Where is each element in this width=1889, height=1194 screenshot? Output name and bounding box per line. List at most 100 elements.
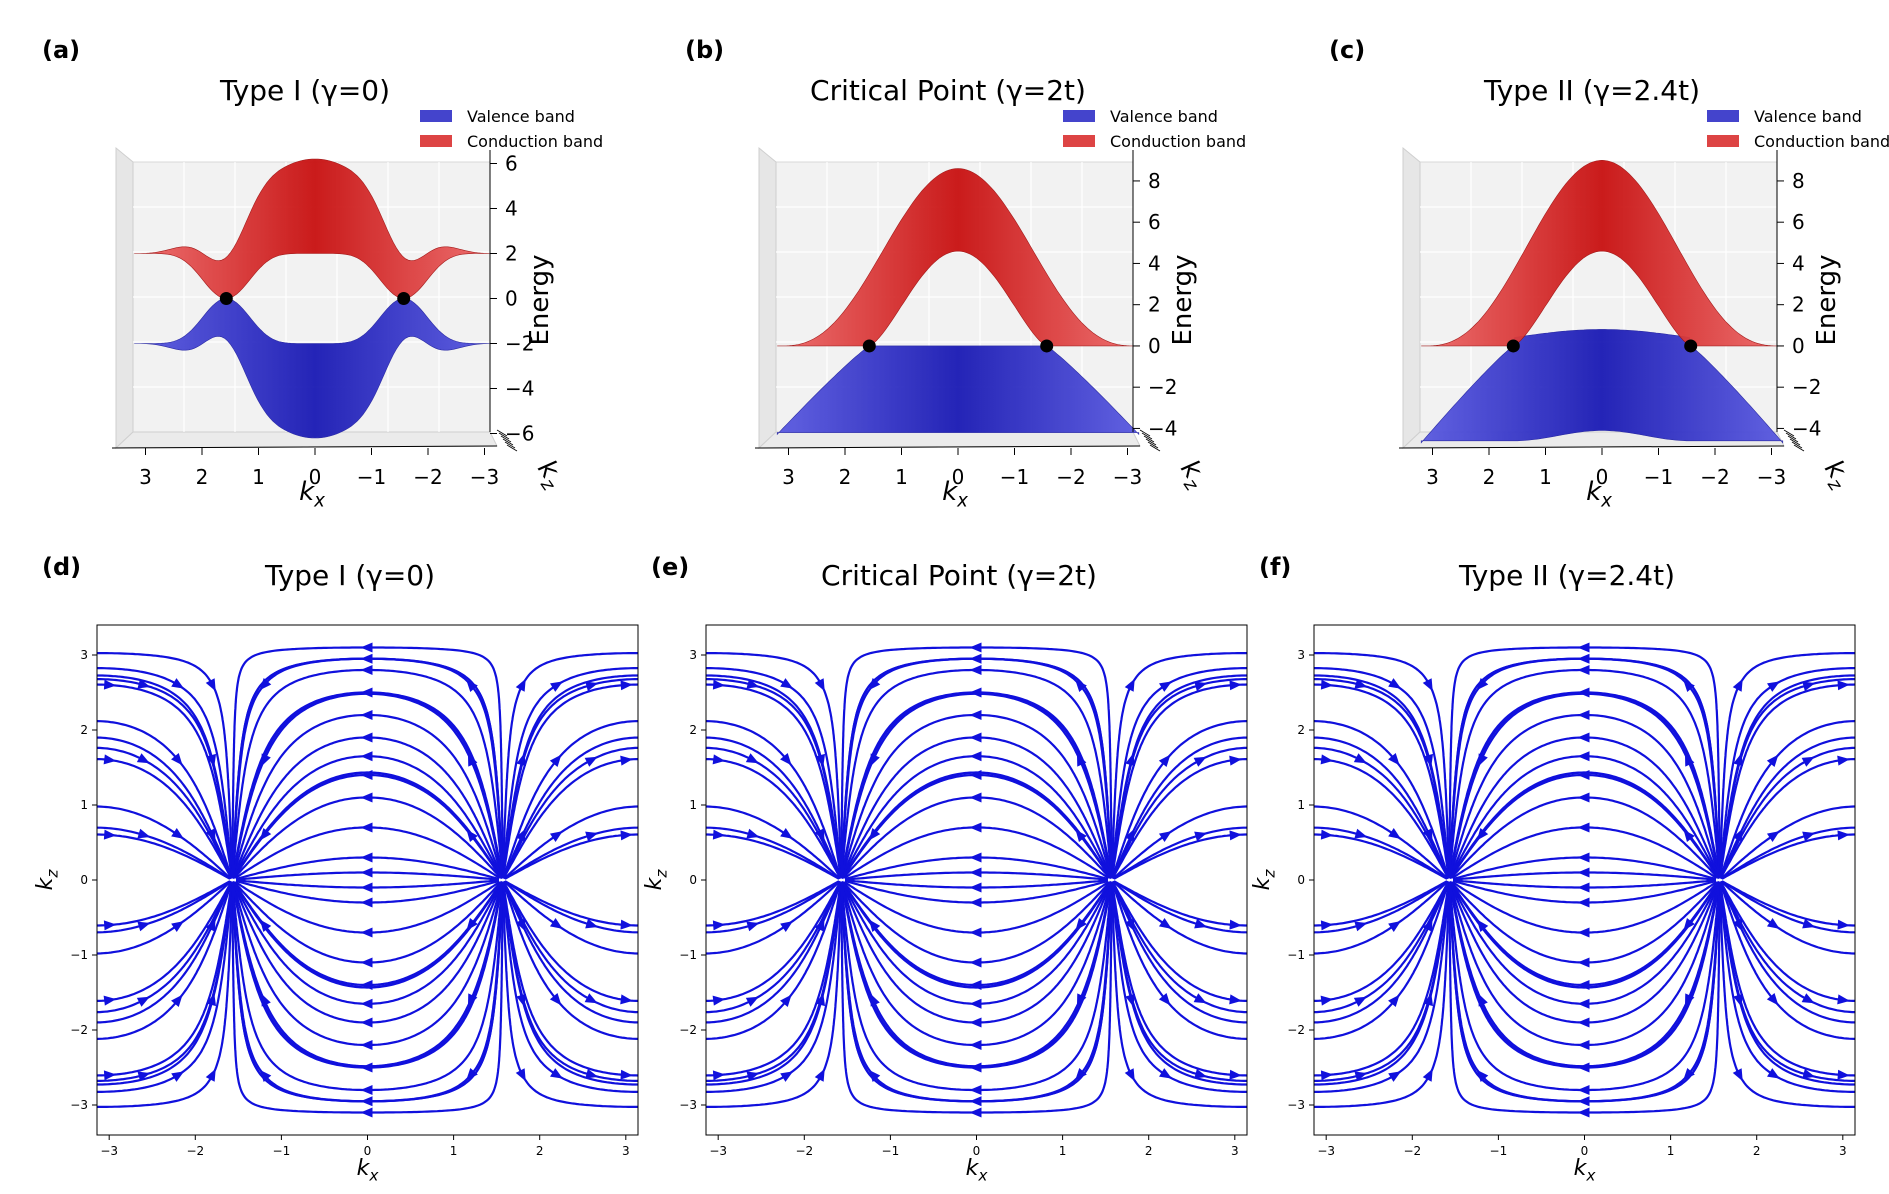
streamline-arrow	[171, 921, 184, 932]
kz-axis-label-subscript: z	[536, 474, 560, 495]
streamline	[1111, 758, 1247, 880]
streamline-arrow	[745, 996, 759, 1007]
streamline-arrow	[1577, 852, 1590, 863]
streamline-arrow	[969, 882, 982, 893]
panel-label: (c)	[1329, 36, 1365, 64]
streamline-arrow	[969, 792, 982, 803]
streamline	[97, 883, 234, 1093]
streamline	[502, 883, 638, 1040]
streamline	[97, 746, 232, 878]
streamline-arrow	[969, 751, 982, 762]
energy-tick-label: 0	[505, 287, 518, 311]
streamline	[231, 692, 504, 879]
streamline-arrow	[466, 829, 478, 843]
streamline-arrow	[1837, 830, 1850, 841]
streamline-arrow	[712, 995, 726, 1006]
streamline-arrow	[1076, 753, 1087, 767]
streamline-arrow	[550, 1068, 563, 1079]
streamline	[1718, 883, 1855, 1108]
kx-tick-label: −2	[413, 465, 442, 489]
y-tick-label: −2	[679, 1023, 697, 1037]
streamline	[1719, 758, 1855, 880]
streamline-arrow	[1683, 1067, 1695, 1081]
streamline	[97, 882, 233, 1024]
streamline-arrow	[206, 993, 217, 1007]
streamline-arrow	[780, 994, 792, 1008]
weyl-node-2	[397, 292, 411, 305]
panel-title: Type I (γ=0)	[219, 74, 390, 107]
streamline-arrow	[585, 681, 599, 692]
y-tick-label: 1	[689, 798, 697, 812]
kx-tick-label: 1	[1539, 465, 1552, 489]
streamline-arrow	[620, 680, 633, 691]
kz-tick	[1145, 438, 1157, 446]
streamline-arrow	[1732, 678, 1743, 692]
kx-tick-label: −1	[357, 465, 386, 489]
streamline-arrow	[171, 752, 183, 766]
x-axis-label: kx	[357, 1156, 380, 1185]
streamline-arrow	[1388, 678, 1402, 689]
streamline	[706, 882, 841, 1014]
streamline-arrow	[969, 822, 982, 833]
streamline-arrow	[1076, 993, 1087, 1007]
streamline-arrow	[1802, 831, 1816, 842]
legend-label-1: Valence band	[1110, 107, 1218, 126]
streamline-arrow	[814, 828, 825, 842]
streamline	[231, 691, 504, 879]
panel-title: Type II (γ=2.4t)	[1458, 559, 1675, 592]
x-tick-label: 3	[1839, 1144, 1847, 1158]
streamline-arrow	[1194, 918, 1208, 929]
streamline-arrow	[712, 679, 726, 690]
weyl-node-1	[219, 292, 233, 305]
streamline	[1110, 667, 1247, 877]
streamline-arrow	[171, 828, 184, 839]
streamline	[97, 880, 232, 955]
streamline-arrow	[136, 753, 150, 764]
x-tick-label: 2	[536, 1144, 544, 1158]
kz-tick	[1143, 435, 1155, 443]
streamline	[1314, 674, 1451, 879]
streamline	[502, 880, 638, 1002]
streamline-arrow	[360, 852, 373, 863]
streamline-arrow	[969, 642, 982, 653]
panel-d: (d) Type I (γ=0) −3 −2 −1 0 1 2 3 −3 −2 −1 0 1 2 3 kx kz	[33, 553, 639, 1185]
panel-f: (f) Type II (γ=2.4t) −3 −2 −1 0 1 2 3 −3 −2 −1 0 1 2 3 k…	[1250, 553, 1856, 1185]
x-tick-label: 2	[1753, 1144, 1761, 1158]
streamline-arrow	[969, 687, 982, 698]
x-tick-label: 1	[450, 1144, 458, 1158]
panel-b: (b) Critical Point (γ=2t) 8 6 4 2 0 −2 −4 Energy 3…	[685, 36, 1246, 512]
energy-axis-label: Energy	[525, 254, 555, 345]
streamline	[1719, 880, 1855, 1002]
streamline-arrow	[1194, 1068, 1208, 1079]
x-axis-label: kx	[1574, 1156, 1597, 1185]
streamline	[706, 881, 843, 1086]
streamline	[504, 880, 638, 934]
streamline	[840, 882, 1113, 1114]
streamline	[231, 881, 504, 1068]
streamline-arrow	[1766, 754, 1779, 768]
streamline	[1719, 882, 1855, 1024]
streamline	[1314, 678, 1451, 879]
y-axis-label-text: kz	[1250, 869, 1279, 891]
panel-title: Type II (γ=2.4t)	[1483, 74, 1700, 107]
streamline-arrow	[1577, 1085, 1590, 1095]
x-tick-label: −1	[882, 1144, 900, 1158]
streamline	[1111, 736, 1247, 878]
streamline-arrow	[1075, 679, 1087, 693]
streamline-arrow	[712, 754, 726, 765]
streamline-arrow	[1577, 792, 1590, 803]
streamline-arrow	[969, 1040, 982, 1050]
kz-tick	[1789, 438, 1801, 446]
energy-tick-label: −4	[1148, 416, 1177, 440]
y-axis-label-text: kz	[642, 869, 671, 891]
streamline-arrow	[815, 753, 826, 767]
streamline-arrow	[1124, 678, 1135, 692]
streamline	[706, 883, 843, 1108]
streamline-arrow	[1837, 994, 1850, 1005]
streamline-arrow	[746, 1071, 760, 1082]
streamline-arrow	[780, 1071, 794, 1082]
streamline-arrow	[360, 1017, 373, 1028]
legend-swatch-1	[1063, 110, 1095, 122]
kx-tick-label: −1	[1644, 465, 1673, 489]
